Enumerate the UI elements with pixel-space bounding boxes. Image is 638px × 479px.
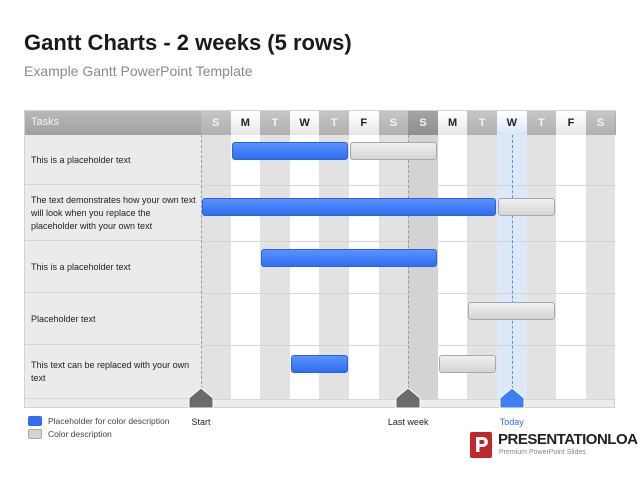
legend-swatch-blue bbox=[28, 416, 42, 426]
day-column-13 bbox=[585, 135, 616, 399]
day-header-7: S bbox=[408, 111, 438, 135]
day-header-3: W bbox=[289, 111, 320, 135]
task-bar-gray[interactable] bbox=[468, 302, 556, 320]
tasks-column-header: Tasks bbox=[31, 116, 60, 128]
page-title: Gantt Charts - 2 weeks (5 rows) bbox=[24, 30, 352, 55]
logo-wordmark: PRESENTATIONLOAD® bbox=[498, 431, 638, 448]
task-row-0 bbox=[25, 135, 201, 185]
day-column-2 bbox=[260, 135, 290, 399]
day-header-9: T bbox=[467, 111, 497, 135]
legend-label: Color description bbox=[48, 429, 112, 439]
day-header-6: S bbox=[378, 111, 409, 135]
milestone-line-0 bbox=[201, 135, 202, 399]
day-column-11 bbox=[526, 135, 557, 399]
day-header-11: T bbox=[526, 111, 557, 135]
day-column-7 bbox=[408, 135, 438, 399]
task-bar-blue[interactable] bbox=[231, 142, 348, 160]
day-header-1: M bbox=[230, 111, 261, 135]
task-label: This text can be replaced with your own … bbox=[31, 360, 190, 383]
day-header-4: T bbox=[319, 111, 349, 135]
milestone-line-2 bbox=[511, 135, 513, 399]
milestone-label-last-week: Last week bbox=[387, 417, 429, 427]
milestone-line-1 bbox=[408, 135, 410, 399]
task-bar-gray[interactable] bbox=[438, 355, 496, 373]
day-column-1 bbox=[230, 135, 261, 399]
milestone-label-start: Start bbox=[191, 417, 211, 427]
presentationload-logo: PRESENTATIONLOAD® Premium PowerPoint Sli… bbox=[470, 430, 638, 462]
milestone-marker-icon[interactable] bbox=[499, 387, 525, 409]
milestone-label-today: Today bbox=[499, 417, 524, 427]
day-header-5: F bbox=[349, 111, 379, 135]
day-column-6 bbox=[378, 135, 409, 399]
day-header-8: M bbox=[437, 111, 468, 135]
day-header-2: T bbox=[260, 111, 290, 135]
task-bar-gray[interactable] bbox=[498, 198, 556, 216]
task-row-1 bbox=[25, 185, 201, 241]
day-column-12 bbox=[556, 135, 586, 399]
milestone-marker-icon[interactable] bbox=[395, 387, 421, 409]
task-bar-blue[interactable] bbox=[202, 198, 496, 216]
legend-label: Placeholder for color description bbox=[48, 416, 170, 426]
task-row-2 bbox=[25, 241, 201, 293]
day-column-5 bbox=[349, 135, 379, 399]
task-row-4 bbox=[25, 345, 201, 399]
task-bar-gray[interactable] bbox=[350, 142, 437, 160]
day-header-10: W bbox=[497, 111, 527, 135]
logo-tagline: Premium PowerPoint Slides bbox=[499, 449, 586, 456]
day-header-0: S bbox=[201, 111, 231, 135]
task-row-3 bbox=[25, 293, 201, 345]
presentationload-logo-icon bbox=[470, 432, 492, 458]
task-label: This is a placeholder text bbox=[31, 154, 131, 165]
milestone-marker-icon[interactable] bbox=[188, 387, 214, 409]
task-label: This is a placeholder text bbox=[31, 261, 131, 272]
page-subtitle: Example Gantt PowerPoint Template bbox=[24, 63, 253, 79]
legend-swatch-gray bbox=[28, 429, 42, 439]
task-label: Placeholder text bbox=[31, 313, 96, 324]
day-header-13: S bbox=[585, 111, 616, 135]
task-label: The text demonstrates how your own text … bbox=[31, 194, 196, 231]
day-column-0 bbox=[201, 135, 231, 399]
task-bar-blue[interactable] bbox=[261, 249, 437, 267]
task-bar-blue[interactable] bbox=[290, 355, 348, 373]
day-header-12: F bbox=[556, 111, 586, 135]
